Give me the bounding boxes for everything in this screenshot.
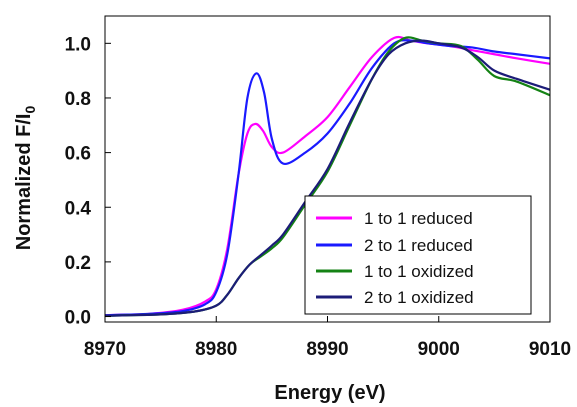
x-tick-label: 9010 [529, 339, 571, 360]
x-axis-title: Energy (eV) [274, 382, 385, 404]
y-tick-label: 0.6 [65, 144, 91, 165]
axis-ticks [104, 42, 551, 322]
legend-label: 1 to 1 oxidized [364, 262, 474, 281]
series-line-4 [104, 39, 551, 317]
x-tick-label: 8980 [195, 339, 237, 360]
legend-label: 2 to 1 reduced [364, 236, 473, 255]
x-tick-label: 8990 [306, 339, 348, 360]
y-tick-label: 0.2 [65, 253, 91, 274]
legend: 1 to 1 reduced 2 to 1 reduced 1 to 1 oxidi… [304, 195, 532, 315]
y-axis-title-subscript: 0 [22, 106, 38, 114]
legend-label: 1 to 1 reduced [364, 209, 473, 228]
y-tick-label: 0.8 [65, 89, 91, 110]
y-tick-label: 0.4 [65, 198, 92, 219]
y-axis-title: Normalized F/I0 [13, 106, 38, 251]
y-tick-label: 1.0 [65, 34, 91, 55]
legend-box [304, 195, 532, 315]
x-tick-label: 9000 [418, 339, 460, 360]
x-tick-label: 8970 [84, 339, 126, 360]
y-axis-title-main: Normalized F/I [13, 114, 35, 251]
tick-labels: 8970 8980 8990 9000 9010 0.0 0.2 0.4 0.6 0.8 1.0 [65, 34, 572, 360]
y-tick-label: 0.0 [65, 308, 91, 329]
plot-lines [104, 35, 551, 317]
legend-label: 2 to 1 oxidized [364, 288, 474, 307]
